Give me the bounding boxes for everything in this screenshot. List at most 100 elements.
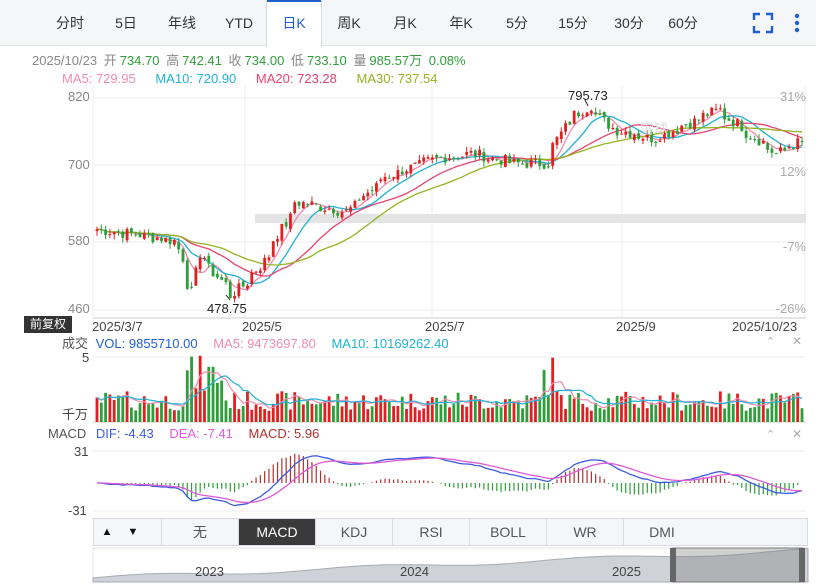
candle-body xyxy=(701,112,705,122)
tab-weekly-k[interactable]: 周K xyxy=(337,15,361,31)
volume-collapse-icon[interactable]: ⌃ xyxy=(766,336,775,348)
volume-bar xyxy=(314,404,318,422)
indicator-up-button[interactable]: ▲ xyxy=(101,526,113,538)
volume-bar xyxy=(400,396,404,422)
ma20-legend: MA20: 723.28 xyxy=(255,71,337,86)
range-navigator[interactable]: 2023 2024 2025 xyxy=(92,547,809,583)
candle-body xyxy=(452,157,456,159)
navigator-right-handle[interactable] xyxy=(799,548,805,582)
candle-body xyxy=(671,131,675,138)
tab-monthly-k[interactable]: 月K xyxy=(393,15,417,31)
adjust-price-button[interactable]: 前复权 xyxy=(24,316,72,333)
tab-15min[interactable]: 15分 xyxy=(558,15,588,31)
indicator-tab-rsi[interactable]: RSI xyxy=(392,519,469,545)
volume-bar xyxy=(452,404,456,422)
volume-close-icon[interactable]: ✕ xyxy=(792,334,802,348)
candle-body xyxy=(749,138,752,140)
ma-line xyxy=(96,109,803,291)
candle-body xyxy=(693,118,696,130)
volume-bar xyxy=(172,410,176,422)
candle-body xyxy=(723,108,727,120)
indicator-tab-wr[interactable]: WR xyxy=(546,519,623,545)
macd-collapse-icon[interactable]: ⌃ xyxy=(766,429,775,441)
tab-60min[interactable]: 60分 xyxy=(668,15,698,31)
tab-5min[interactable]: 5分 xyxy=(506,15,528,31)
volume-bar xyxy=(99,402,103,422)
candle-body xyxy=(323,210,327,213)
tab-fenshi[interactable]: 分时 xyxy=(56,15,84,31)
high-marker xyxy=(584,99,589,107)
volume-bar xyxy=(340,406,344,422)
volume-bar xyxy=(697,401,701,422)
candle-body xyxy=(684,124,688,126)
volume-bar xyxy=(147,403,150,422)
candle-body xyxy=(396,170,400,180)
tab-daily-k[interactable]: 日K xyxy=(266,0,322,47)
volume-bar xyxy=(349,409,353,422)
volume-bar xyxy=(791,393,795,422)
volume-bar xyxy=(641,396,645,422)
macd-dea: DEA: -7.41 xyxy=(169,426,233,441)
volume-bar xyxy=(108,394,112,422)
volume-bar xyxy=(203,390,206,422)
pct-tick-right: 31% xyxy=(780,89,806,104)
volume-bar xyxy=(430,397,434,422)
volume-bar xyxy=(327,396,331,422)
candle-body xyxy=(624,131,628,135)
candle-body xyxy=(551,142,555,166)
volume-bar xyxy=(465,406,469,422)
more-vertical-icon[interactable] xyxy=(786,12,808,34)
volume-bar xyxy=(276,393,279,422)
tab-5day[interactable]: 5日 xyxy=(115,15,137,31)
volume-bar xyxy=(284,392,288,422)
candle-body xyxy=(512,159,516,162)
volume-bar xyxy=(164,396,168,422)
indicator-tab-dmi[interactable]: DMI xyxy=(623,519,700,545)
candle-body xyxy=(736,119,739,127)
macd-close-icon[interactable]: ✕ xyxy=(792,427,802,441)
fullscreen-icon[interactable] xyxy=(752,12,774,34)
tab-yearly-k[interactable]: 年K xyxy=(449,15,473,31)
navigator-left-handle[interactable] xyxy=(670,548,676,582)
volume-bar xyxy=(675,394,679,422)
volume-bar xyxy=(581,403,585,422)
candle-body xyxy=(392,177,396,179)
volume-bar xyxy=(215,382,219,422)
candle-body xyxy=(534,158,537,160)
candle-body xyxy=(585,112,589,117)
volume-bar xyxy=(392,406,396,422)
volume-bar xyxy=(632,404,636,422)
candle-body xyxy=(456,158,460,160)
tab-ytd[interactable]: YTD xyxy=(225,15,253,31)
candle-body xyxy=(125,229,129,241)
macd-dea-line xyxy=(97,457,802,504)
volume-bar xyxy=(749,407,752,422)
candle-body xyxy=(233,296,236,299)
low-marker xyxy=(225,294,231,301)
candle-body xyxy=(757,139,761,146)
volume-bar xyxy=(787,396,791,422)
navigator-year: 2023 xyxy=(195,564,224,579)
navigator-year: 2025 xyxy=(612,564,641,579)
volume-axis-top: 5 xyxy=(82,350,89,365)
indicator-tab-kdj[interactable]: KDJ xyxy=(315,519,392,545)
volume-bar xyxy=(293,392,297,422)
ma-legend: MA5: 729.95 MA10: 720.90 MA20: 723.28 MA… xyxy=(62,71,453,86)
indicator-down-button[interactable]: ▼ xyxy=(127,526,139,538)
tab-30min[interactable]: 30分 xyxy=(614,15,644,31)
candle-body xyxy=(306,204,310,206)
candle-body xyxy=(620,133,623,135)
volume-bar xyxy=(233,392,236,422)
indicator-tab-macd[interactable]: MACD xyxy=(238,519,315,545)
indicator-tab-boll[interactable]: BOLL xyxy=(469,519,546,545)
tab-yearline[interactable]: 年线 xyxy=(168,15,196,31)
navigator-window[interactable] xyxy=(672,547,804,583)
volume-bar xyxy=(353,401,357,422)
volume-bar xyxy=(362,395,365,422)
volume-bar xyxy=(628,396,632,422)
indicator-tab-none[interactable]: 无 xyxy=(161,519,238,545)
candle-body xyxy=(104,229,108,236)
date-tick: 2025/7 xyxy=(425,319,465,334)
pct-tick-right: -7% xyxy=(783,239,807,254)
